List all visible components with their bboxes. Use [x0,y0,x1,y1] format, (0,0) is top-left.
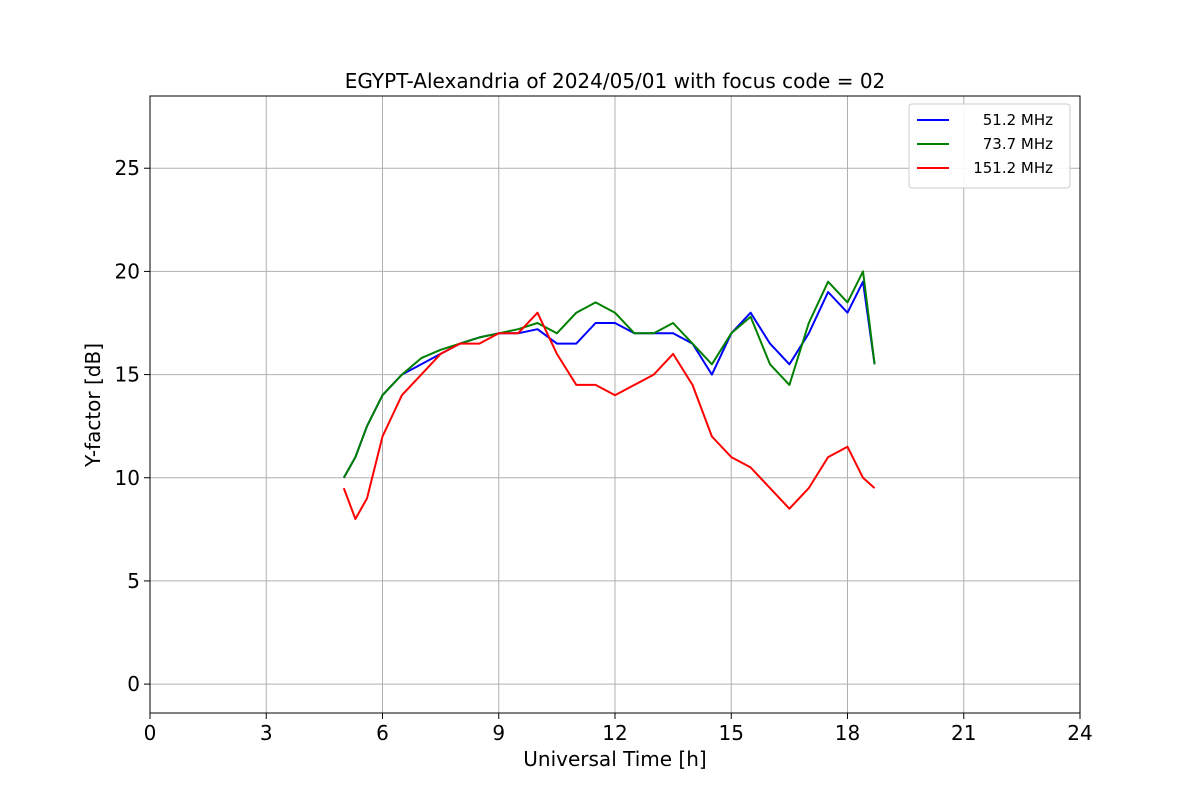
legend-label: 73.7 MHz [983,135,1053,153]
series-line-2 [342,270,876,479]
x-axis-label: Universal Time [h] [523,747,706,771]
x-tick-label: 3 [260,721,273,745]
series-line-1 [342,280,876,479]
y-tick-label: 15 [115,363,140,387]
grid [149,96,1081,713]
y-tick-label: 5 [127,569,140,593]
y-tick-label: 25 [115,156,140,180]
y-tick-label: 20 [115,259,140,283]
y-tick-label: 0 [127,672,140,696]
series-line-3 [342,311,876,520]
x-tick-label: 18 [835,721,860,745]
series-group [342,270,876,520]
chart-title: EGYPT-Alexandria of 2024/05/01 with focu… [345,69,886,93]
plot-area [342,270,876,520]
x-tick-label: 15 [719,721,744,745]
legend-box [908,103,1071,189]
x-tick-label: 9 [492,721,505,745]
y-axis: 0 5 10 15 20 25 [115,156,150,696]
x-tick-label: 0 [144,721,157,745]
y-tick-label: 10 [115,466,140,490]
x-tick-label: 6 [376,721,389,745]
x-tick-label: 21 [951,721,976,745]
legend-label: 151.2 MHz [973,159,1053,177]
legend-label: 51.2 MHz [983,111,1053,129]
x-axis: 0 3 6 9 12 15 18 21 24 [144,713,1093,745]
x-tick-label: 12 [602,721,627,745]
legend: 51.2 MHz 73.7 MHz 151.2 MHz [908,103,1071,189]
y-axis-label: Y-factor [dB] [81,343,105,468]
x-tick-label: 24 [1067,721,1092,745]
